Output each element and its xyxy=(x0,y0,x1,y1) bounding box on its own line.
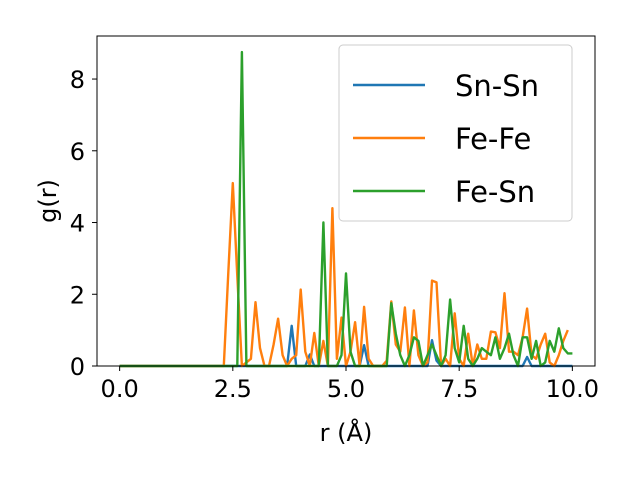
series-line-fe-sn xyxy=(119,50,573,368)
series-line-sn-sn xyxy=(119,324,573,368)
y-tick-label: 2 xyxy=(70,281,85,309)
x-tick-label: 0.0 xyxy=(101,375,139,403)
legend-label-sn-sn: Sn-Sn xyxy=(455,69,539,103)
plot-lines xyxy=(119,50,573,368)
y-tick-label: 6 xyxy=(70,138,85,166)
x-axis-ticks: 0.0 2.5 5.0 7.5 10.0 xyxy=(101,366,599,403)
legend-label-fe-sn: Fe-Sn xyxy=(455,175,535,209)
y-tick-label: 0 xyxy=(70,353,85,381)
y-axis-label: g(r) xyxy=(34,179,62,223)
x-axis-label: r (Å) xyxy=(320,418,373,447)
y-axis-ticks: 0 2 4 6 8 xyxy=(70,66,97,381)
legend: Sn-Sn Fe-Fe Fe-Sn xyxy=(338,44,573,222)
legend-label-fe-fe: Fe-Fe xyxy=(455,122,531,156)
x-tick-label: 10.0 xyxy=(546,375,599,403)
x-tick-label: 5.0 xyxy=(327,375,365,403)
legend-box xyxy=(338,44,573,222)
y-tick-label: 4 xyxy=(70,210,85,238)
y-tick-label: 8 xyxy=(70,66,85,94)
x-tick-label: 7.5 xyxy=(440,375,478,403)
x-tick-label: 2.5 xyxy=(214,375,252,403)
